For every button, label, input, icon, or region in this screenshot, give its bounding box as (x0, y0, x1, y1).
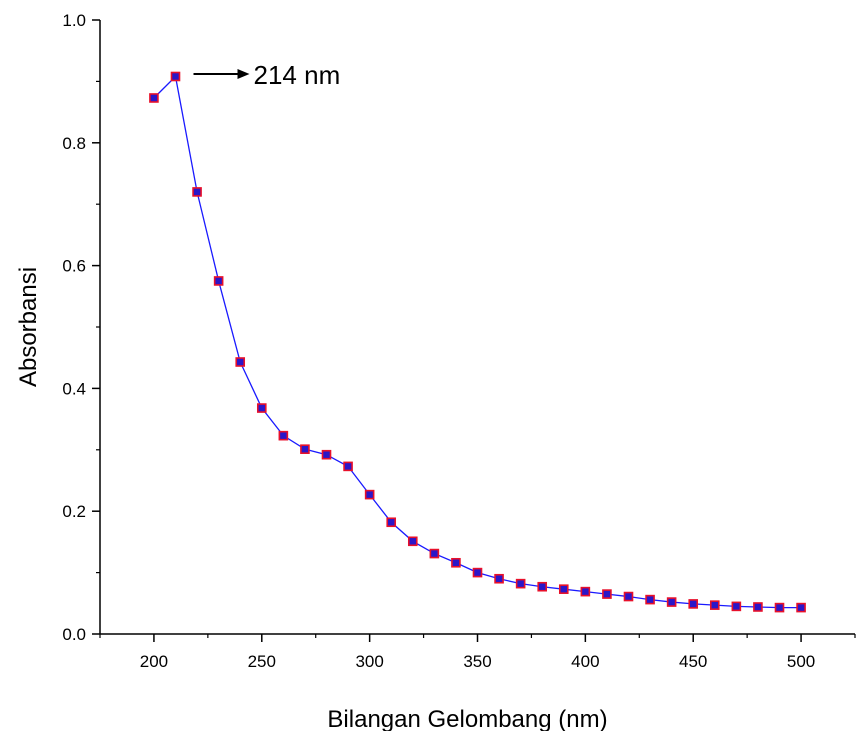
data-point (774, 602, 785, 613)
data-layer (149, 71, 806, 613)
y-tick-label: 0.8 (62, 134, 86, 153)
y-tick-label: 0.4 (62, 379, 86, 398)
data-point (407, 536, 418, 547)
data-point (321, 449, 332, 460)
data-point (429, 548, 440, 559)
data-point (278, 430, 289, 441)
data-point (645, 594, 655, 605)
x-tick-label: 400 (571, 652, 599, 671)
axes-layer: 200 250 300 350 400 450 500 0.0 0.2 0.4 0.6 0.8 1.0 B… (15, 11, 856, 731)
y-axis-title: Absorbansi (15, 267, 42, 387)
x-tick-label: 350 (463, 652, 491, 671)
data-point (170, 71, 181, 82)
data-point (451, 557, 461, 568)
data-point (709, 600, 720, 610)
data-point (731, 601, 742, 612)
data-point (364, 489, 375, 500)
y-tick-label: 0.2 (62, 502, 86, 521)
data-point (666, 597, 677, 607)
data-point (515, 578, 526, 589)
data-point (213, 276, 224, 286)
data-point (602, 589, 612, 599)
data-point (149, 93, 159, 103)
data-point (537, 581, 548, 592)
x-tick-label: 500 (787, 652, 815, 671)
data-point (300, 444, 310, 454)
data-point (688, 599, 699, 609)
data-point (386, 517, 397, 528)
data-point (256, 403, 267, 413)
y-tick-label: 1.0 (62, 11, 86, 30)
y-tick-label: 0.6 (62, 257, 86, 276)
data-point (796, 602, 806, 613)
data-point (343, 461, 353, 472)
annotation-layer: 214 nm (193, 60, 341, 90)
annotation-label: 214 nm (254, 60, 341, 90)
data-point (623, 591, 634, 602)
series-line (153, 75, 802, 609)
data-point (753, 602, 763, 612)
x-tick-label: 200 (140, 652, 168, 671)
y-tick-label: 0.0 (62, 625, 86, 644)
data-point (192, 187, 202, 197)
data-point (235, 357, 246, 367)
annotation-arrowhead-icon (237, 69, 250, 79)
data-point (580, 586, 591, 597)
data-point (494, 573, 504, 584)
x-tick-label: 300 (355, 652, 383, 671)
x-axis-title: Bilangan Gelombang (nm) (327, 706, 607, 731)
data-point (558, 584, 569, 594)
data-point (472, 567, 483, 578)
x-tick-label: 250 (248, 652, 276, 671)
x-tick-label: 450 (679, 652, 707, 671)
